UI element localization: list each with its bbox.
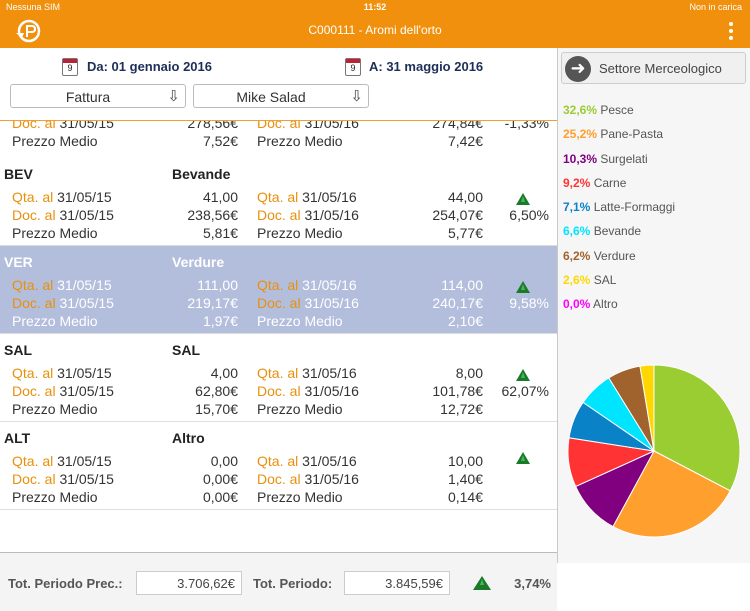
- trend-up-icon: [516, 193, 530, 205]
- legend-label: Carne: [590, 175, 627, 190]
- change-percent: 9,58%: [509, 295, 549, 311]
- sort-arrow-icon: ⇩: [350, 88, 363, 105]
- filter-header: 9 Da: 01 gennaio 2016 9 A: 31 maggio 201…: [0, 48, 557, 120]
- date-to[interactable]: A: 31 maggio 2016: [369, 59, 484, 74]
- legend-percent: 7,1%: [563, 200, 591, 215]
- list-item[interactable]: ALT Altro Qta. al 31/05/15 0,00 Qta. al …: [0, 422, 557, 510]
- date-from[interactable]: Da: 01 gennaio 2016: [87, 59, 212, 74]
- legend-percent: 9,2%: [563, 175, 591, 190]
- legend-percent: 6,2%: [563, 248, 591, 263]
- price-row: Prezzo Medio 15,70€ Prezzo Medio 12,72€: [12, 401, 483, 417]
- legend-item: 0,0% Altro: [563, 297, 675, 321]
- legend-item: 10,3% Surgelati: [563, 152, 675, 176]
- legend-percent: 6,6%: [563, 224, 591, 239]
- carrier-text: Nessuna SIM: [6, 2, 61, 12]
- prev-total-field: 3.706,62€: [136, 571, 242, 595]
- pie-slice-pane-pasta[interactable]: [612, 450, 731, 538]
- sector-pie-chart: [567, 364, 741, 538]
- change-percent: 62,07%: [501, 383, 549, 399]
- trend-up-icon: [473, 576, 491, 590]
- page-title: C000111 - Aromi dell'orto: [308, 23, 442, 37]
- legend-label: Latte-Formaggi: [590, 200, 676, 215]
- arrow-right-icon: ➜: [565, 56, 591, 82]
- cur-total-label: Tot. Periodo:: [253, 576, 333, 591]
- nav-bar: C000111 - Aromi dell'orto: [0, 15, 750, 48]
- totals-bar: Tot. Periodo Prec.: 3.706,62€ Tot. Perio…: [0, 552, 557, 611]
- category-list[interactable]: Doc. al 31/05/15 278,56€ Doc. al 31/05/1…: [0, 120, 557, 552]
- pie-legend: 32,6% Pesce 25,2% Pane-Pasta 10,3% Surgela…: [563, 103, 675, 322]
- category-code: VER: [4, 254, 33, 270]
- category-name: Altro: [172, 430, 205, 446]
- price-row: Prezzo Medio 7,52€ Prezzo Medio 7,42€: [12, 133, 483, 149]
- category-code: SAL: [4, 342, 32, 358]
- qty-row: Qta. al 31/05/15 111,00 Qta. al 31/05/16…: [0, 277, 557, 295]
- cur-total-field: 3.845,59€: [344, 571, 450, 595]
- legend-item: 25,2% Pane-Pasta: [563, 127, 675, 151]
- legend-label: Verdure: [590, 248, 636, 263]
- legend-item: 6,6% Bevande: [563, 224, 675, 248]
- legend-label: Bevande: [590, 224, 642, 239]
- legend-item: 9,2% Carne: [563, 176, 675, 200]
- panel-divider: [557, 48, 558, 563]
- category-code: ALT: [4, 430, 31, 446]
- legend-percent: 0,0%: [563, 297, 591, 312]
- calendar-from-icon[interactable]: 9: [62, 58, 78, 76]
- calendar-to-icon[interactable]: 9: [345, 58, 361, 76]
- price-row: Prezzo Medio 1,97€ Prezzo Medio 2,10€: [12, 313, 483, 329]
- category-name: Bevande: [172, 166, 231, 182]
- legend-item: 32,6% Pesce: [563, 103, 675, 127]
- legend-item: 6,2% Verdure: [563, 249, 675, 273]
- sales-panel: 9 Da: 01 gennaio 2016 9 A: 31 maggio 201…: [0, 48, 557, 611]
- legend-label: Pesce: [597, 103, 634, 117]
- sector-button-label: Settore Merceologico: [599, 61, 722, 76]
- list-item-selected[interactable]: VER Verdure Qta. al 31/05/15 111,00 Qta.…: [0, 246, 557, 334]
- status-bar: Nessuna SIM 11:52 Non in carica: [0, 0, 750, 15]
- doc-row: Doc. al 31/05/15 62,80€ Doc. al 31/05/16…: [12, 383, 549, 399]
- legend-label: Pane-Pasta: [597, 127, 664, 142]
- doc-row: Doc. al 31/05/15 238,56€ Doc. al 31/05/1…: [12, 207, 549, 223]
- doc-type-select[interactable]: Fattura ⇩: [10, 84, 186, 108]
- list-item[interactable]: BEV Bevande Qta. al 31/05/15 41,00 Qta. …: [0, 158, 557, 246]
- legend-label: SAL: [590, 273, 617, 288]
- doc-row: Doc. al 31/05/15 219,17€ Doc. al 31/05/1…: [12, 295, 549, 311]
- prev-total-label: Tot. Periodo Prec.:: [8, 576, 123, 591]
- qty-row: Qta. al 31/05/15 4,00 Qta. al 31/05/16 8…: [0, 365, 557, 383]
- clock-text: 11:52: [363, 2, 387, 12]
- legend-label: Surgelati: [597, 151, 648, 166]
- doc-row: Doc. al 31/05/15 0,00€ Doc. al 31/05/16 …: [12, 471, 483, 487]
- legend-percent: 32,6%: [563, 103, 598, 117]
- battery-text: Non in carica: [689, 2, 742, 12]
- qty-row: Qta. al 31/05/15 0,00 Qta. al 31/05/16 1…: [0, 452, 557, 471]
- legend-percent: 10,3%: [563, 151, 598, 166]
- price-row: Prezzo Medio 5,81€ Prezzo Medio 5,77€: [12, 225, 483, 241]
- pie-slice-sal[interactable]: [639, 364, 655, 452]
- doc-row: Doc. al 31/05/15 278,56€ Doc. al 31/05/1…: [12, 120, 549, 131]
- legend-percent: 25,2%: [563, 127, 598, 142]
- app-logo-icon[interactable]: [14, 18, 42, 44]
- change-percent: 6,50%: [509, 207, 549, 223]
- trend-up-icon: [516, 452, 530, 464]
- legend-label: Altro: [590, 297, 618, 312]
- category-name: Verdure: [172, 254, 225, 270]
- customer-value: Mike Salad: [236, 89, 306, 105]
- trend-up-icon: [516, 281, 530, 293]
- legend-item: 7,1% Latte-Formaggi: [563, 200, 675, 224]
- pie-slice-pesce[interactable]: [653, 364, 741, 492]
- trend-up-icon: [516, 369, 530, 381]
- category-code: BEV: [4, 166, 33, 182]
- price-row: Prezzo Medio 0,00€ Prezzo Medio 0,14€: [12, 489, 483, 505]
- sector-button[interactable]: ➜ Settore Merceologico: [561, 52, 746, 84]
- doc-type-value: Fattura: [65, 89, 111, 105]
- more-menu-icon[interactable]: [728, 22, 734, 42]
- total-change-percent: 3,74%: [514, 576, 551, 591]
- legend-percent: 2,6%: [563, 273, 591, 288]
- customer-select[interactable]: Mike Salad ⇩: [193, 84, 369, 108]
- qty-row: Qta. al 31/05/15 41,00 Qta. al 31/05/16 …: [0, 189, 557, 207]
- category-name: SAL: [172, 342, 200, 358]
- list-item[interactable]: Doc. al 31/05/15 278,56€ Doc. al 31/05/1…: [0, 120, 557, 159]
- sector-panel: ➜ Settore Merceologico 32,6% Pesce 25,2% …: [558, 48, 750, 563]
- sort-arrow-icon: ⇩: [167, 88, 180, 105]
- list-item[interactable]: SAL SAL Qta. al 31/05/15 4,00 Qta. al 31…: [0, 334, 557, 422]
- legend-item: 2,6% SAL: [563, 273, 675, 297]
